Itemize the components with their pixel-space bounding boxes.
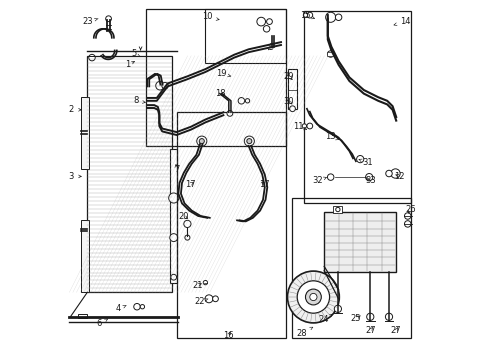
Text: 2: 2 <box>69 105 81 114</box>
Circle shape <box>140 305 145 309</box>
Circle shape <box>327 51 334 57</box>
Bar <box>288 69 297 109</box>
Text: 16: 16 <box>223 331 234 340</box>
Text: 18: 18 <box>215 89 226 98</box>
Text: 13: 13 <box>325 132 339 141</box>
Text: 33: 33 <box>365 176 376 185</box>
Circle shape <box>366 174 373 181</box>
Circle shape <box>404 221 411 227</box>
Circle shape <box>156 81 164 90</box>
Text: 10: 10 <box>202 12 219 22</box>
Circle shape <box>404 213 411 219</box>
Circle shape <box>184 220 191 228</box>
Circle shape <box>89 54 95 61</box>
Text: 8: 8 <box>134 96 146 105</box>
Circle shape <box>307 123 313 129</box>
Circle shape <box>134 303 140 310</box>
Circle shape <box>386 313 392 320</box>
Text: 20: 20 <box>178 212 189 221</box>
Bar <box>304 11 411 203</box>
Text: 9: 9 <box>269 43 273 52</box>
Text: 31: 31 <box>359 158 373 167</box>
Text: 11: 11 <box>293 122 307 131</box>
Circle shape <box>213 296 219 302</box>
Circle shape <box>203 280 208 285</box>
Text: 32: 32 <box>313 176 326 185</box>
Circle shape <box>336 207 340 212</box>
Text: 27: 27 <box>391 326 401 335</box>
Bar <box>176 112 286 338</box>
Text: 29: 29 <box>284 72 294 81</box>
Circle shape <box>303 13 308 17</box>
Bar <box>327 52 334 56</box>
Text: 14: 14 <box>394 17 411 26</box>
Circle shape <box>302 124 307 128</box>
Text: 25: 25 <box>351 314 361 323</box>
Bar <box>292 198 411 338</box>
Text: 30: 30 <box>284 97 294 106</box>
Text: 23: 23 <box>82 17 98 26</box>
Text: 17: 17 <box>260 180 270 189</box>
Circle shape <box>297 281 330 313</box>
Circle shape <box>391 169 400 178</box>
Bar <box>77 314 87 318</box>
Text: 26: 26 <box>405 205 416 214</box>
Text: 19: 19 <box>217 69 231 78</box>
Text: 24: 24 <box>318 314 333 324</box>
Circle shape <box>245 136 254 146</box>
Circle shape <box>267 19 272 24</box>
Circle shape <box>245 99 250 103</box>
Bar <box>87 56 172 292</box>
Circle shape <box>185 235 190 240</box>
Text: 28: 28 <box>296 327 313 338</box>
Circle shape <box>307 12 313 18</box>
Circle shape <box>367 313 374 320</box>
Text: 17: 17 <box>185 180 196 189</box>
Circle shape <box>227 111 233 116</box>
Bar <box>205 9 286 63</box>
Circle shape <box>247 139 252 144</box>
Text: 22: 22 <box>195 297 208 306</box>
Circle shape <box>169 193 179 203</box>
Text: 4: 4 <box>116 305 126 313</box>
Circle shape <box>162 82 169 89</box>
Bar <box>81 220 89 292</box>
Text: 12: 12 <box>394 172 405 181</box>
Circle shape <box>386 170 392 177</box>
Text: 15: 15 <box>300 10 315 19</box>
Circle shape <box>257 17 266 26</box>
Circle shape <box>238 98 245 104</box>
Circle shape <box>327 174 334 180</box>
Bar <box>333 206 342 213</box>
Circle shape <box>263 26 270 32</box>
Circle shape <box>205 295 213 303</box>
Text: 3: 3 <box>69 172 81 181</box>
Circle shape <box>326 12 336 22</box>
Text: 6: 6 <box>97 319 108 328</box>
Bar <box>81 97 89 169</box>
Text: 5: 5 <box>132 49 140 58</box>
Text: 21: 21 <box>192 281 203 289</box>
Circle shape <box>199 139 204 144</box>
Circle shape <box>170 234 178 242</box>
Circle shape <box>290 106 295 112</box>
Circle shape <box>106 16 111 22</box>
Circle shape <box>197 136 207 146</box>
Circle shape <box>305 289 321 305</box>
Circle shape <box>171 274 176 280</box>
Bar <box>170 149 177 283</box>
Text: 1: 1 <box>124 60 135 69</box>
Circle shape <box>357 156 364 163</box>
Text: 7: 7 <box>174 165 179 174</box>
Circle shape <box>310 293 317 301</box>
Circle shape <box>334 305 342 312</box>
Text: 27: 27 <box>365 326 376 335</box>
Circle shape <box>335 14 342 21</box>
Bar <box>146 9 286 146</box>
Bar <box>324 212 396 272</box>
Circle shape <box>288 271 339 323</box>
